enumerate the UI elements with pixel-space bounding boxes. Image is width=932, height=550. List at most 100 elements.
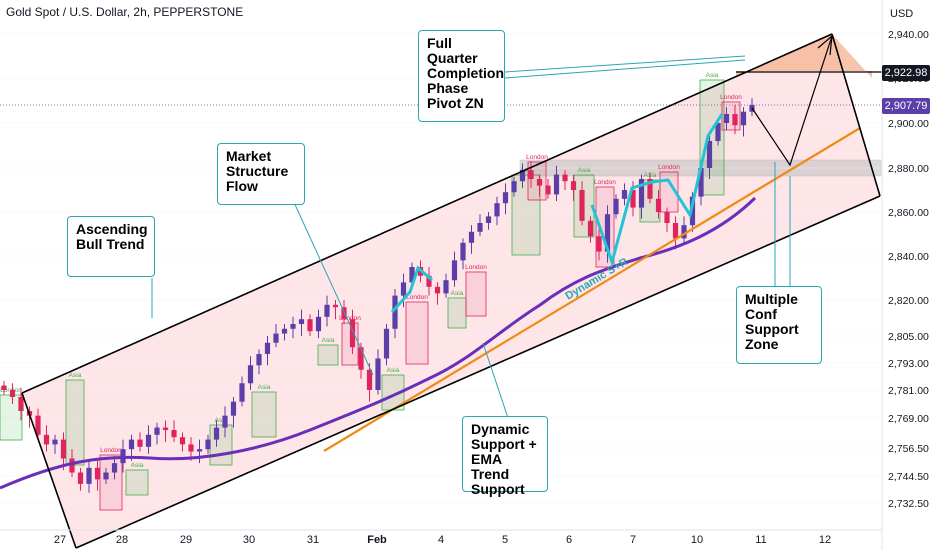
session-label: London: [720, 94, 742, 101]
session-box: [125, 469, 149, 496]
session-label: Asia: [215, 417, 228, 424]
candle-body: [256, 354, 262, 366]
candle-body: [281, 328, 288, 334]
candle-body: [35, 415, 41, 435]
candle-body: [681, 225, 687, 239]
x-tick-label: 11: [755, 534, 766, 546]
y-tick-label: 2,732.50: [888, 498, 929, 510]
annotation-full-quarter: Full Quarter Completion Phase Pivot ZN: [418, 30, 505, 122]
candle-body: [621, 190, 628, 199]
session-label: London: [339, 315, 361, 322]
x-tick-label: Feb: [367, 534, 387, 546]
price-tag-resistance: 2,922.98: [882, 65, 930, 81]
candle-body: [307, 319, 313, 332]
session-label: Asia: [451, 290, 464, 297]
candle-body: [94, 467, 101, 480]
candle-body: [341, 307, 347, 320]
candle-body: [604, 214, 611, 252]
candle-body: [647, 179, 653, 199]
session-label: London: [526, 154, 548, 161]
structure-zigzag-2: [590, 113, 724, 268]
candle-body: [587, 220, 594, 237]
candle-body: [213, 427, 220, 440]
session-box: [405, 301, 429, 365]
session-label: Asia: [322, 337, 335, 344]
candle-body: [205, 439, 211, 450]
candle-body: [145, 434, 152, 447]
candle-body: [485, 216, 492, 223]
candle-body: [468, 231, 475, 243]
session-label: London: [406, 294, 428, 301]
candle-body: [519, 170, 526, 182]
session-label: London: [100, 447, 122, 454]
session-label: London: [658, 164, 680, 171]
connector-dynamic: [482, 342, 509, 419]
candle-body: [358, 347, 364, 370]
candle-body: [332, 304, 339, 308]
channel-left-edge: [21, 392, 77, 549]
candle-body: [43, 434, 50, 445]
candle-body: [723, 114, 730, 123]
annotation-multiple-conf: Multiple Conf Support Zone: [736, 286, 822, 364]
candle-body: [706, 141, 713, 168]
candle-body: [689, 196, 696, 226]
x-tick-label: 31: [307, 534, 319, 546]
session-box: [465, 271, 487, 317]
candle-body: [715, 123, 721, 141]
candle-body: [579, 190, 585, 221]
session-label: Asia: [578, 167, 591, 174]
y-tick-label: 2,840.00: [888, 251, 929, 263]
candle-body: [638, 179, 645, 208]
connector-full-quarter: [504, 55, 746, 73]
resistance-zone: [736, 34, 872, 78]
channel-lower-line: [75, 195, 881, 549]
currency-label[interactable]: USD: [890, 8, 914, 20]
y-tick-label: 2,820.00: [888, 295, 929, 307]
annotation-dynamic-support: Dynamic Support + EMA Trend Support: [462, 416, 548, 497]
connector-full-quarter-2: [504, 59, 746, 79]
candle-body: [77, 472, 84, 484]
session-box: [99, 454, 123, 511]
channel-upper-line: [21, 33, 833, 394]
x-tick-label: 4: [438, 534, 444, 546]
candle-body: [290, 324, 296, 329]
ema-trend-line: [0, 196, 757, 490]
candle-body: [324, 304, 330, 317]
dynamic-support-line: [323, 127, 861, 452]
candle-body: [230, 401, 237, 416]
candle-body: [69, 458, 75, 473]
candle-body: [196, 449, 203, 452]
connector-market-structure: [291, 197, 374, 376]
candle-body: [239, 383, 245, 402]
candle-body: [247, 365, 254, 384]
time-axis: 27 28 29 30 31 Feb 4 5 6 7 10 11 12: [54, 534, 831, 546]
candle-body: [179, 437, 186, 445]
candle-body: [434, 286, 441, 294]
session-box: [251, 391, 277, 438]
candle-body: [698, 168, 704, 197]
candle-body: [60, 439, 67, 459]
candle-body: [672, 223, 679, 239]
candle-body: [740, 111, 747, 126]
session-label: Asia: [706, 72, 719, 79]
x-tick-label: 12: [819, 534, 831, 546]
candle-body: [128, 439, 135, 450]
projection-path: [751, 35, 833, 167]
candle-body: [264, 342, 271, 354]
y-tick-label: 2,805.00: [888, 331, 929, 343]
candle-body: [375, 358, 381, 390]
candle-body: [111, 463, 118, 473]
candle-body: [409, 267, 415, 283]
candle-body: [613, 198, 619, 215]
y-tick-label: 2,781.00: [888, 385, 929, 397]
candle-body: [366, 369, 373, 390]
structure-zigzag-1: [390, 265, 433, 314]
candle-body: [137, 439, 143, 447]
candle-body: [52, 439, 58, 445]
candle-body: [562, 174, 568, 182]
candle-body: [545, 185, 551, 195]
price-tag-current: 2,907.79: [882, 98, 930, 114]
session-label: Asia: [69, 372, 82, 379]
candle-body: [18, 397, 24, 411]
candle-body: [570, 181, 577, 190]
